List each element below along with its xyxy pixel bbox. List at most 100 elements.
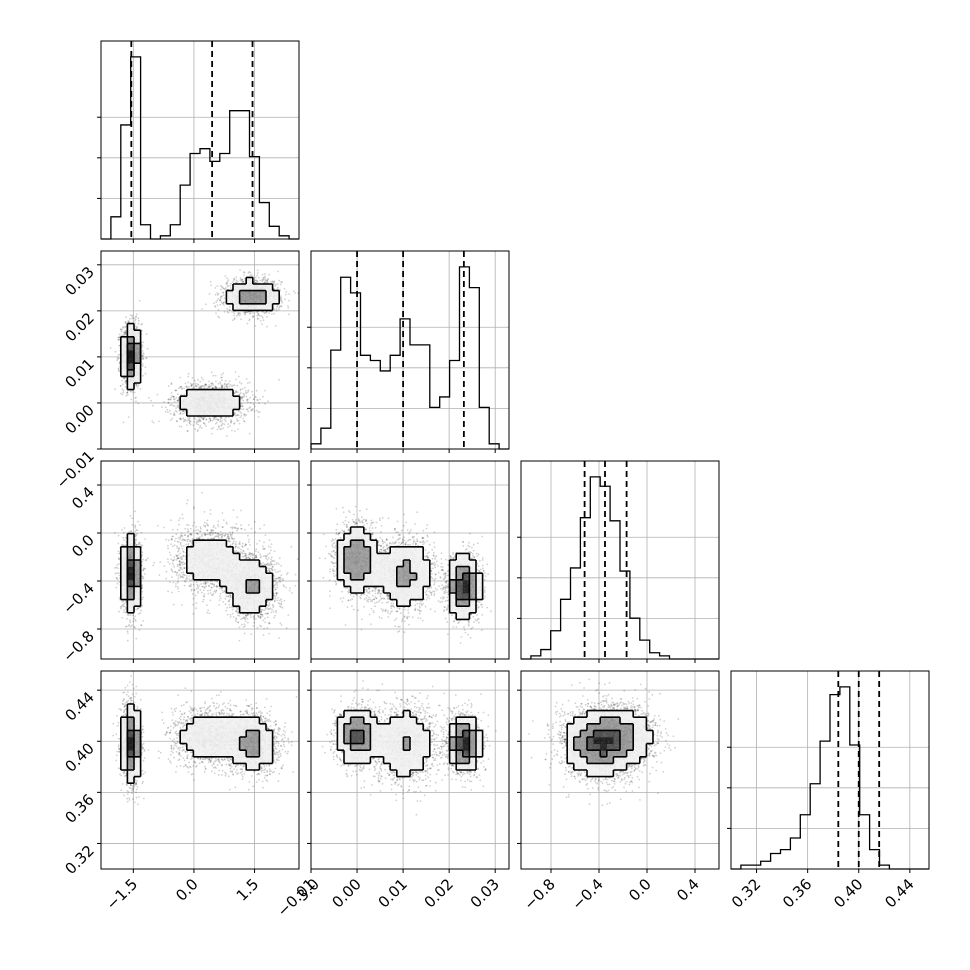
scatter-point (136, 607, 139, 610)
scatter-point (119, 384, 122, 387)
scatter-point (241, 405, 244, 408)
scatter-point (124, 333, 127, 336)
scatter-point (169, 412, 172, 415)
scatter-point (201, 308, 203, 310)
scatter-point (224, 420, 227, 423)
scatter-point (242, 280, 245, 283)
scatter-point (223, 383, 226, 386)
scatter-point (223, 385, 226, 388)
scatter-point (179, 386, 182, 389)
density-cell (213, 389, 221, 397)
density-cell (200, 389, 207, 397)
scatter-point (179, 411, 182, 414)
scatter-point (237, 375, 240, 378)
density-cell (246, 290, 254, 298)
scatter-point (237, 428, 239, 430)
hist-panel-0 (97, 40, 300, 243)
scatter-point (144, 366, 147, 369)
scatter-point (203, 385, 206, 388)
scatter-point (245, 378, 248, 380)
scatter-point (199, 387, 202, 389)
scatter-point (202, 417, 205, 420)
scatter-point (255, 280, 258, 282)
scatter-point (178, 409, 181, 411)
scatter-point (234, 281, 237, 284)
scatter-point (275, 283, 277, 286)
scatter-point (274, 325, 277, 327)
scatter-point (226, 277, 228, 280)
scatter-point (209, 420, 212, 422)
scatter-point (211, 387, 214, 389)
scatter-point (200, 416, 203, 419)
scatter-point (228, 380, 231, 383)
scatter-point (185, 386, 188, 389)
density-cell (120, 336, 128, 344)
scatter-point (209, 418, 212, 421)
density-cell (127, 363, 135, 371)
scatter-point (265, 311, 268, 313)
scatter-point (141, 584, 143, 586)
scatter-point (210, 427, 213, 430)
density-cell (252, 290, 260, 298)
scatter-point (172, 396, 175, 398)
scatter-point (242, 281, 245, 283)
scatter-point (124, 331, 127, 334)
scatter-point (133, 391, 136, 394)
scatter-point (287, 307, 290, 309)
scatter-point (208, 417, 211, 420)
scatter-point (131, 624, 133, 627)
scatter-point (277, 270, 279, 273)
density-cell (246, 284, 254, 291)
density-cell (219, 396, 227, 404)
density-cell (252, 297, 260, 305)
scatter-point (280, 305, 282, 307)
scatter-point (219, 299, 221, 302)
scatter-point (252, 408, 254, 410)
scatter-point (221, 295, 223, 298)
scatter-point (243, 419, 246, 422)
scatter-point (266, 325, 268, 328)
scatter-point (259, 314, 261, 317)
scatter-point (223, 382, 226, 385)
scatter-point (117, 367, 120, 370)
scatter-point (199, 424, 202, 427)
scatter-point (197, 423, 200, 426)
scatter-point (273, 308, 276, 311)
scatter-point (233, 317, 236, 320)
scatter-point (226, 383, 229, 386)
scatter-point (236, 280, 239, 283)
scatter-point (186, 430, 189, 432)
density-cell (127, 376, 135, 384)
scatter-point (176, 405, 179, 408)
scatter-point (221, 424, 223, 426)
scatter-point (256, 314, 259, 317)
scatter-point (117, 338, 120, 341)
scatter-point (134, 525, 136, 528)
scatter-point (178, 409, 181, 412)
scatter-point (178, 413, 181, 415)
scatter-point (288, 293, 291, 295)
scatter-point (130, 398, 133, 401)
scatter-point (262, 278, 265, 281)
density-cell (127, 336, 135, 344)
scatter-point (259, 398, 261, 401)
scatter-point (266, 280, 268, 282)
scatter-point (210, 382, 213, 385)
density-cell (180, 402, 188, 410)
scatter-point (235, 391, 238, 394)
scatter-point (179, 418, 182, 421)
scatter-point (167, 398, 170, 401)
scatter-point (131, 523, 134, 526)
scatter-point (217, 419, 220, 421)
scatter-point (222, 291, 224, 294)
scatter-point (188, 386, 190, 388)
scatter-point (142, 576, 144, 578)
scatter-point (230, 420, 232, 423)
scatter-point (122, 421, 125, 424)
scatter-point (265, 279, 268, 282)
scatter-point (186, 420, 189, 422)
scatter-point (239, 312, 242, 315)
scatter-point (181, 387, 184, 390)
scatter-point (167, 398, 170, 401)
scatter-point (267, 278, 270, 280)
